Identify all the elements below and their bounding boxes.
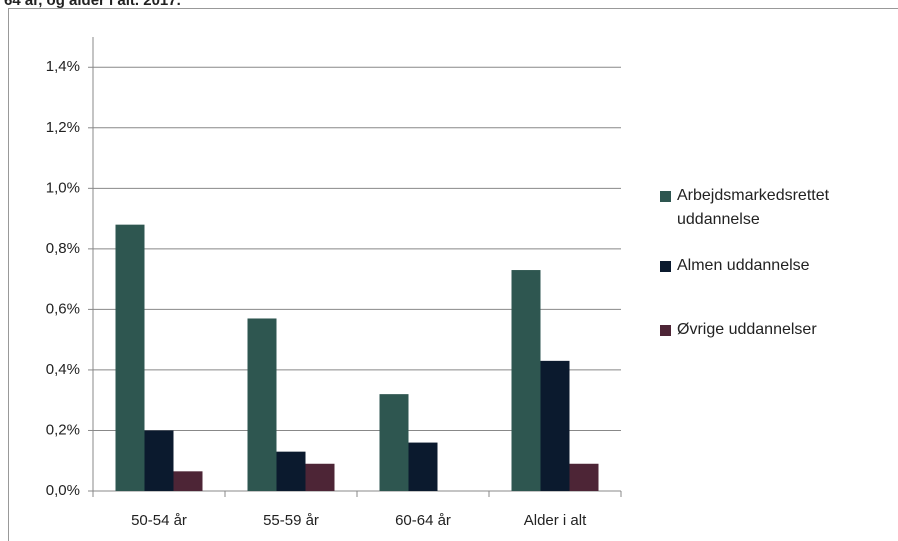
legend-label: Øvrige uddannelser [677,321,817,338]
legend-swatch [660,191,671,202]
y-tick-label: 1,4% [46,58,80,75]
bar [511,270,541,491]
y-tick-label: 0,2% [46,421,80,438]
bar [115,224,145,492]
bar [569,463,599,491]
bar [173,471,203,491]
y-tick-label: 0,6% [46,300,80,317]
x-tick-label: Alder i alt [524,512,587,529]
legend-item: Øvrige uddannelser [660,318,895,342]
x-tick-label: 55-59 år [263,512,319,529]
chart-title: 64 år, og alder i alt. 2017. [4,0,181,9]
bar [305,463,335,491]
bar [540,360,570,491]
y-tick-label: 1,2% [46,119,80,136]
y-tick-label: 1,0% [46,179,80,196]
bar [408,442,438,491]
y-tick-label: 0,8% [46,240,80,257]
legend-swatch [660,325,671,336]
chart-frame [8,8,898,541]
legend-label: Almen uddannelse [677,257,810,274]
legend-item: Arbejdsmarkedsrettet uddannelse [660,184,895,232]
bar [379,394,409,491]
y-tick-label: 0,4% [46,361,80,378]
x-tick-label: 50-54 år [131,512,187,529]
legend-label: Arbejdsmarkedsrettet uddannelse [677,187,830,228]
bar [144,430,174,491]
bar [276,451,306,491]
bar [247,318,277,491]
legend-item: Almen uddannelse [660,254,895,278]
y-tick-label: 0,0% [46,482,80,499]
legend-swatch [660,261,671,272]
x-tick-label: 60-64 år [395,512,451,529]
